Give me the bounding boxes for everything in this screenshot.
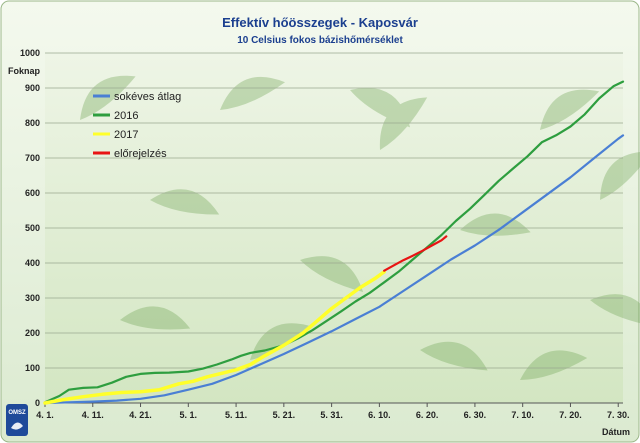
y-tick-label: 500: [25, 223, 40, 233]
x-tick-label: 7. 10.: [511, 410, 534, 420]
x-tick-label: 6. 10.: [368, 410, 391, 420]
x-tick-label: 4. 11.: [82, 410, 104, 420]
x-tick-label: 6. 30.: [464, 410, 487, 420]
leaf-decoration: [590, 294, 640, 327]
legend: sokéves átlag 2016 2017 előrejelzés: [93, 91, 181, 160]
y-tick-label: 800: [25, 118, 40, 128]
x-tick-label: 7. 20.: [559, 410, 582, 420]
y-tick-label: 100: [25, 363, 40, 373]
chart-subtitle: 10 Celsius fokos bázishőmérséklet: [237, 35, 403, 46]
omsz-logo: OMSZ: [6, 404, 28, 436]
legend-label-1: 2016: [114, 110, 138, 122]
x-tick-label: 5. 31.: [320, 410, 343, 420]
y-axis-title: Foknap: [8, 66, 41, 76]
leaf-decoration: [120, 306, 191, 330]
leaf-decoration: [420, 341, 488, 371]
leaf-decoration: [80, 75, 136, 120]
y-tick-label: 1000: [20, 48, 40, 58]
series-line-1: [43, 80, 625, 404]
leaf-decoration: [350, 87, 411, 128]
leaf-decoration: [520, 350, 588, 380]
legend-label-3: előrejelzés: [114, 148, 167, 160]
series-line-0: [43, 134, 625, 405]
leaf-decoration: [300, 256, 364, 292]
y-tick-label: 300: [25, 293, 40, 303]
y-tick-label: 0: [35, 398, 40, 408]
leaf-decoration: [540, 89, 600, 130]
chart-title: Effektív hőösszegek - Kaposvár: [222, 15, 418, 30]
legend-label-0: sokéves átlag: [114, 91, 181, 103]
x-tick-label: 4. 21.: [129, 410, 152, 420]
x-tick-label: 6. 20.: [416, 410, 439, 420]
x-tick-label: 4. 1.: [36, 410, 54, 420]
y-tick-labels: 0 100 200 300 400 500 600 700 800 900 1000: [20, 48, 40, 408]
y-tick-label: 900: [25, 83, 40, 93]
y-tick-label: 700: [25, 153, 40, 163]
series-line-3: [383, 235, 448, 272]
logo-text: OMSZ: [8, 410, 26, 416]
x-tick-label: 7. 30.: [607, 410, 630, 420]
leaf-decoration: [600, 151, 640, 201]
y-tick-label: 400: [25, 258, 40, 268]
x-tick-label: 5. 21.: [273, 410, 296, 420]
series-lines: [43, 80, 625, 405]
leaf-decoration: [220, 76, 286, 110]
legend-label-2: 2017: [114, 129, 138, 141]
x-axis-title: Dátum: [602, 427, 630, 437]
x-tick-label: 5. 1.: [180, 410, 198, 420]
y-tick-label: 200: [25, 328, 40, 338]
x-tick-label: 5. 11.: [225, 410, 247, 420]
y-tick-label: 600: [25, 188, 40, 198]
gridlines: [44, 52, 623, 407]
leaf-decoration: [379, 97, 428, 150]
leaf-decoration: [150, 189, 220, 215]
x-tick-labels: 4. 1. 4. 11. 4. 21. 5. 1. 5. 11. 5. 21. 5. 31.…: [36, 410, 629, 420]
series-line-2: [43, 270, 386, 405]
